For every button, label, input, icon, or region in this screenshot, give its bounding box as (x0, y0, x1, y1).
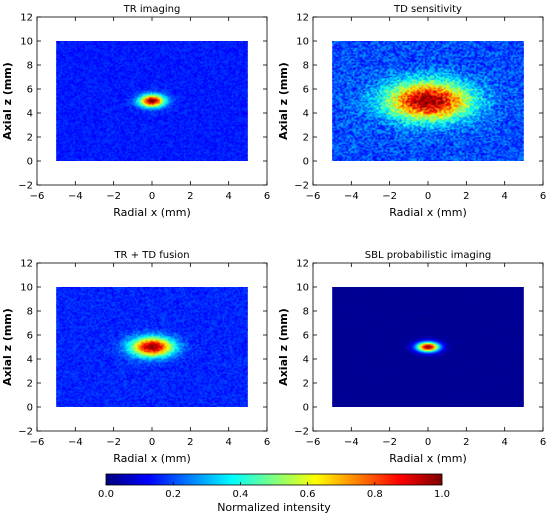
x-tick-label: 6 (540, 191, 546, 202)
x-tick-label: −2 (106, 191, 121, 202)
y-tick-label: −2 (294, 181, 309, 192)
colorbar-gradient (106, 474, 442, 485)
panel-title: SBL probabilistic imaging (365, 250, 492, 261)
y-tick-label: 6 (303, 85, 309, 96)
y-tick-label: 0 (27, 157, 33, 168)
y-tick-label: 12 (20, 259, 33, 270)
x-tick-label: −4 (68, 437, 83, 448)
x-tick-label: 4 (225, 191, 231, 202)
x-tick-label: −6 (306, 437, 321, 448)
y-tick-label: 6 (27, 331, 33, 342)
y-tick-label: 10 (296, 283, 309, 294)
x-tick-label: −4 (344, 191, 359, 202)
x-tick-label: 4 (501, 437, 507, 448)
x-tick-label: 6 (264, 191, 270, 202)
x-axis-label: Radial x (mm) (113, 206, 191, 219)
y-tick-label: 4 (303, 109, 309, 120)
x-tick-label: 0 (425, 191, 431, 202)
y-axis-label: Axial z (mm) (1, 308, 14, 386)
x-tick-label: −4 (344, 437, 359, 448)
panels: −6 −4 −2 0 2 4 6 −2 0 2 4 6 8 10 12 TR imaging Radial x … (1, 4, 546, 465)
y-tick-label: 2 (27, 379, 33, 390)
colorbar-frame (105, 473, 443, 486)
x-tick-label: −2 (382, 191, 397, 202)
y-tick-label: 2 (303, 379, 309, 390)
y-tick-label: 4 (27, 355, 33, 366)
y-tick-label: 10 (20, 283, 33, 294)
panel-title: TR + TD fusion (113, 250, 189, 261)
y-tick-label: 0 (303, 403, 309, 414)
x-tick-label: 6 (264, 437, 270, 448)
x-tick-label: 2 (463, 437, 469, 448)
panel-title: TR imaging (123, 4, 181, 15)
y-tick-label: 8 (303, 307, 309, 318)
x-tick-label: 0 (149, 191, 155, 202)
x-tick-label: −2 (106, 437, 121, 448)
colorbar-ticks: 0.0 0.2 0.4 0.6 0.8 1.0 (98, 482, 450, 500)
colorbar-tick-label: 0.6 (300, 489, 316, 500)
y-tick-label: 6 (27, 85, 33, 96)
x-tick-label: −4 (68, 191, 83, 202)
x-tick-label: 0 (149, 437, 155, 448)
heatmap-image (332, 287, 524, 407)
x-axis-label: Radial x (mm) (389, 452, 467, 465)
y-tick-label: 10 (20, 37, 33, 48)
x-tick-label: 2 (463, 191, 469, 202)
y-tick-label: 12 (20, 13, 33, 24)
y-axis-label: Axial z (mm) (1, 62, 14, 140)
y-tick-label: 4 (27, 109, 33, 120)
heatmap-image (56, 287, 248, 407)
colorbar-tick-label: 0.2 (165, 489, 181, 500)
y-axis-label: Axial z (mm) (277, 62, 290, 140)
y-axis-label: Axial z (mm) (277, 308, 290, 386)
colorbar-tick-label: 1.0 (434, 489, 450, 500)
y-tick-label: 8 (27, 61, 33, 72)
y-tick-label: 8 (27, 307, 33, 318)
y-tick-label: 0 (303, 157, 309, 168)
x-tick-label: 2 (187, 191, 193, 202)
x-tick-label: 4 (225, 437, 231, 448)
y-tick-label: 8 (303, 61, 309, 72)
y-tick-label: 12 (296, 259, 309, 270)
y-tick-label: 10 (296, 37, 309, 48)
x-tick-label: 6 (540, 437, 546, 448)
y-tick-label: 2 (303, 133, 309, 144)
y-tick-label: 2 (27, 133, 33, 144)
x-tick-label: −2 (382, 437, 397, 448)
y-tick-label: −2 (18, 181, 33, 192)
heatmap-image (332, 41, 524, 161)
y-tick-label: 0 (27, 403, 33, 414)
colorbar-label: Normalized intensity (217, 501, 331, 514)
y-tick-label: 12 (296, 13, 309, 24)
x-tick-label: 4 (501, 191, 507, 202)
panel-1: −6 −4 −2 0 2 4 6 −2 0 2 4 6 8 10 12 TR imaging Radial x … (1, 4, 270, 219)
x-tick-label: −6 (306, 191, 321, 202)
y-tick-label: −2 (294, 427, 309, 438)
panel-title: TD sensitivity (393, 4, 462, 15)
y-tick-label: −2 (18, 427, 33, 438)
x-tick-label: −6 (30, 191, 45, 202)
y-tick-label: 6 (303, 331, 309, 342)
colorbar-tick-label: 0.8 (367, 489, 383, 500)
x-axis-label: Radial x (mm) (113, 452, 191, 465)
panel-3: −6 −4 −2 0 2 4 6 −2 0 2 4 6 8 10 12 TR + TD fusion Radia… (1, 250, 270, 465)
x-tick-label: 2 (187, 437, 193, 448)
panel-2: −6 −4 −2 0 2 4 6 −2 0 2 4 6 8 10 12 TD sensitivity Radia… (277, 4, 546, 219)
panel-4: −6 −4 −2 0 2 4 6 −2 0 2 4 6 8 10 12 SBL probabilistic i… (277, 250, 546, 465)
colorbar: 0.0 0.2 0.4 0.6 0.8 1.0 Normalized intensity (98, 473, 450, 514)
colorbar-tick-label: 0.4 (232, 489, 248, 500)
x-tick-label: −6 (30, 437, 45, 448)
heatmap-image (56, 41, 248, 161)
colorbar-tick-label: 0.0 (98, 489, 114, 500)
y-tick-label: 4 (303, 355, 309, 366)
x-tick-label: 0 (425, 437, 431, 448)
x-axis-label: Radial x (mm) (389, 206, 467, 219)
